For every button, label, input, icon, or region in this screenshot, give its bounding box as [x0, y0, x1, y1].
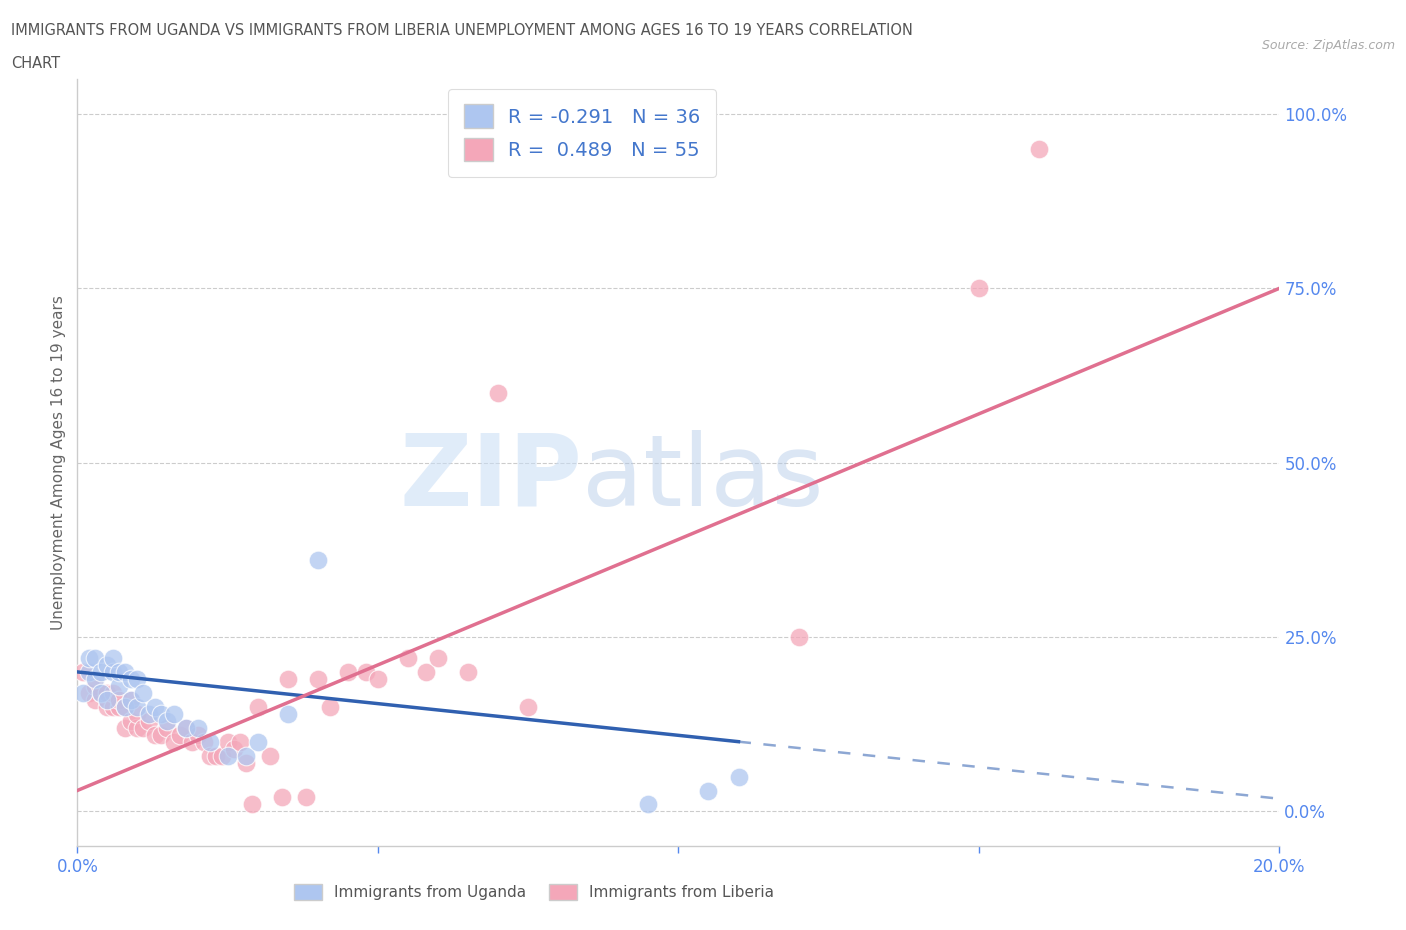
Point — [84, 651, 107, 666]
Point — [246, 735, 269, 750]
Point — [228, 735, 250, 750]
Point — [90, 665, 112, 680]
Point — [84, 679, 107, 694]
Point — [517, 699, 540, 714]
Point — [307, 552, 329, 567]
Point — [336, 665, 359, 680]
Point — [486, 386, 509, 401]
Point — [319, 699, 342, 714]
Point — [84, 692, 107, 708]
Point — [96, 685, 118, 700]
Point — [90, 685, 112, 700]
Point — [193, 735, 215, 750]
Point — [103, 699, 125, 714]
Point — [96, 699, 118, 714]
Point — [145, 699, 167, 714]
Point — [96, 658, 118, 672]
Point — [235, 748, 257, 763]
Point — [235, 755, 257, 770]
Point — [727, 769, 749, 784]
Point — [120, 692, 142, 708]
Point — [270, 790, 292, 805]
Point — [114, 720, 136, 735]
Point — [367, 671, 389, 686]
Point — [114, 699, 136, 714]
Point — [156, 713, 179, 728]
Point — [211, 748, 233, 763]
Point — [108, 692, 131, 708]
Point — [246, 699, 269, 714]
Point — [427, 651, 450, 666]
Point — [174, 720, 197, 735]
Point — [108, 665, 131, 680]
Point — [396, 651, 419, 666]
Point — [198, 748, 221, 763]
Point — [79, 685, 101, 700]
Point — [127, 699, 149, 714]
Point — [120, 692, 142, 708]
Point — [120, 671, 142, 686]
Point — [294, 790, 316, 805]
Point — [132, 685, 155, 700]
Point — [162, 735, 184, 750]
Point — [90, 685, 112, 700]
Text: atlas: atlas — [582, 430, 824, 526]
Point — [84, 671, 107, 686]
Point — [198, 735, 221, 750]
Text: ZIP: ZIP — [399, 430, 582, 526]
Point — [1028, 141, 1050, 156]
Point — [259, 748, 281, 763]
Point — [72, 665, 94, 680]
Point — [114, 699, 136, 714]
Point — [162, 707, 184, 722]
Point — [132, 720, 155, 735]
Point — [150, 727, 173, 742]
Point — [150, 707, 173, 722]
Point — [204, 748, 226, 763]
Point — [72, 685, 94, 700]
Text: IMMIGRANTS FROM UGANDA VS IMMIGRANTS FROM LIBERIA UNEMPLOYMENT AMONG AGES 16 TO : IMMIGRANTS FROM UGANDA VS IMMIGRANTS FRO… — [11, 23, 912, 38]
Point — [787, 630, 810, 644]
Legend: Immigrants from Uganda, Immigrants from Liberia: Immigrants from Uganda, Immigrants from … — [287, 876, 782, 908]
Point — [79, 665, 101, 680]
Point — [108, 679, 131, 694]
Point — [277, 671, 299, 686]
Point — [217, 735, 239, 750]
Point — [156, 720, 179, 735]
Point — [240, 797, 263, 812]
Point — [169, 727, 191, 742]
Point — [127, 707, 149, 722]
Y-axis label: Unemployment Among Ages 16 to 19 years: Unemployment Among Ages 16 to 19 years — [51, 295, 66, 631]
Point — [186, 727, 209, 742]
Point — [114, 665, 136, 680]
Point — [145, 727, 167, 742]
Point — [697, 783, 720, 798]
Point — [307, 671, 329, 686]
Point — [103, 685, 125, 700]
Point — [217, 748, 239, 763]
Point — [138, 713, 160, 728]
Point — [120, 713, 142, 728]
Point — [415, 665, 437, 680]
Point — [637, 797, 659, 812]
Point — [457, 665, 479, 680]
Point — [180, 735, 202, 750]
Text: Source: ZipAtlas.com: Source: ZipAtlas.com — [1261, 39, 1395, 52]
Point — [222, 741, 245, 756]
Point — [127, 671, 149, 686]
Point — [354, 665, 377, 680]
Point — [79, 651, 101, 666]
Point — [96, 692, 118, 708]
Point — [127, 720, 149, 735]
Point — [103, 665, 125, 680]
Point — [138, 707, 160, 722]
Point — [174, 720, 197, 735]
Point — [967, 281, 990, 296]
Point — [277, 707, 299, 722]
Point — [186, 720, 209, 735]
Point — [103, 651, 125, 666]
Text: CHART: CHART — [11, 56, 60, 71]
Point — [108, 699, 131, 714]
